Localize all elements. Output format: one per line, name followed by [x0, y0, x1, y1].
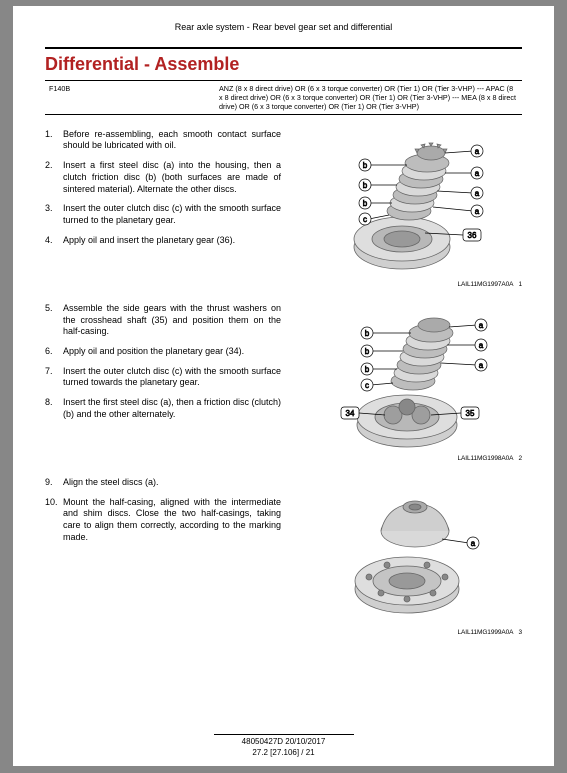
callout: 34: [345, 409, 354, 418]
step-10: Mount the half-casing, aligned with the …: [45, 497, 281, 544]
model-code: F140B: [45, 81, 215, 114]
section-1: Before re-assembling, each smooth contac…: [45, 129, 522, 289]
figure-col-1: b b b c a a a a 36 LAIL11MG1997A0A 1: [291, 129, 522, 289]
callout: b: [362, 181, 367, 190]
figure-col-3: a LAIL11MG1999A0A 3: [291, 477, 522, 637]
figure-3: a: [297, 477, 517, 627]
callout: c: [363, 215, 367, 224]
step-6: Apply oil and position the planetary gea…: [45, 346, 281, 358]
steps-col-1: Before re-assembling, each smooth contac…: [45, 129, 281, 289]
page-title: Differential - Assemble: [45, 53, 522, 76]
callout: b: [362, 161, 367, 170]
step-4: Apply oil and insert the planetary gear …: [45, 235, 281, 247]
steps-col-2: Assemble the side gears with the thrust …: [45, 303, 281, 463]
model-spec: ANZ (8 x 8 direct drive) OR (6 x 3 torqu…: [215, 81, 522, 114]
callout: a: [474, 169, 479, 178]
figure-caption-3: LAIL11MG1999A0A 3: [291, 629, 522, 637]
callout: b: [362, 199, 367, 208]
step-8: Insert the first steel disc (a), then a …: [45, 397, 281, 420]
section-3: Align the steel discs (a). Mount the hal…: [45, 477, 522, 637]
document-header: Rear axle system - Rear bevel gear set a…: [45, 22, 522, 33]
callout: c: [365, 381, 369, 390]
step-9: Align the steel discs (a).: [45, 477, 281, 489]
figure-2: b b b c a a a 34 35: [297, 303, 517, 453]
step-2: Insert a first steel disc (a) into the h…: [45, 160, 281, 195]
callout: b: [364, 347, 369, 356]
callout: a: [474, 207, 479, 216]
callout: a: [474, 147, 479, 156]
footer-line-1: 48050427D 20/10/2017: [214, 734, 354, 747]
step-5: Assemble the side gears with the thrust …: [45, 303, 281, 338]
section-2: Assemble the side gears with the thrust …: [45, 303, 522, 463]
step-1: Before re-assembling, each smooth contac…: [45, 129, 281, 152]
page-footer: 48050427D 20/10/2017 27.2 [27.106] / 21: [13, 734, 554, 758]
figure-col-2: b b b c a a a 34 35 LAIL11MG1998A0A 2: [291, 303, 522, 463]
steps-col-3: Align the steel discs (a). Mount the hal…: [45, 477, 281, 637]
callout: b: [364, 365, 369, 374]
callout: 36: [467, 231, 476, 240]
callout: a: [478, 361, 483, 370]
step-3: Insert the outer clutch disc (c) with th…: [45, 203, 281, 226]
callout: a: [470, 539, 475, 548]
callout: b: [364, 329, 369, 338]
callout: a: [478, 321, 483, 330]
page: Rear axle system - Rear bevel gear set a…: [13, 6, 554, 766]
title-rule: [45, 47, 522, 49]
figure-1: b b b c a a a a 36: [297, 129, 517, 279]
callout: a: [474, 189, 479, 198]
footer-line-2: 27.2 [27.106] / 21: [13, 748, 554, 758]
figure-caption-1: LAIL11MG1997A0A 1: [291, 281, 522, 289]
step-7: Insert the outer clutch disc (c) with th…: [45, 366, 281, 389]
figure-caption-2: LAIL11MG1998A0A 2: [291, 455, 522, 463]
callout: 35: [465, 409, 474, 418]
callout: a: [478, 341, 483, 350]
model-spec-row: F140B ANZ (8 x 8 direct drive) OR (6 x 3…: [45, 80, 522, 115]
